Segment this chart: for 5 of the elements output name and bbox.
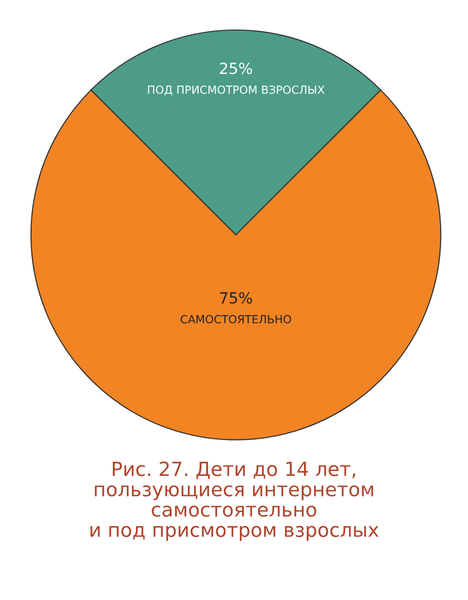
data-label: 25% — [220, 62, 252, 74]
slice-label: САМОСТОЯТЕЛЬНО — [180, 315, 292, 324]
slice-label: ПОД ПРИСМОТРОМ ВЗРОСЛЫХ — [148, 86, 324, 96]
data-label: 75% — [220, 292, 252, 304]
text: Рис. 27. Дети до 14 лет, пользующиеся интернетом самостоятельно и под присмотром взрослых — [90, 461, 379, 541]
